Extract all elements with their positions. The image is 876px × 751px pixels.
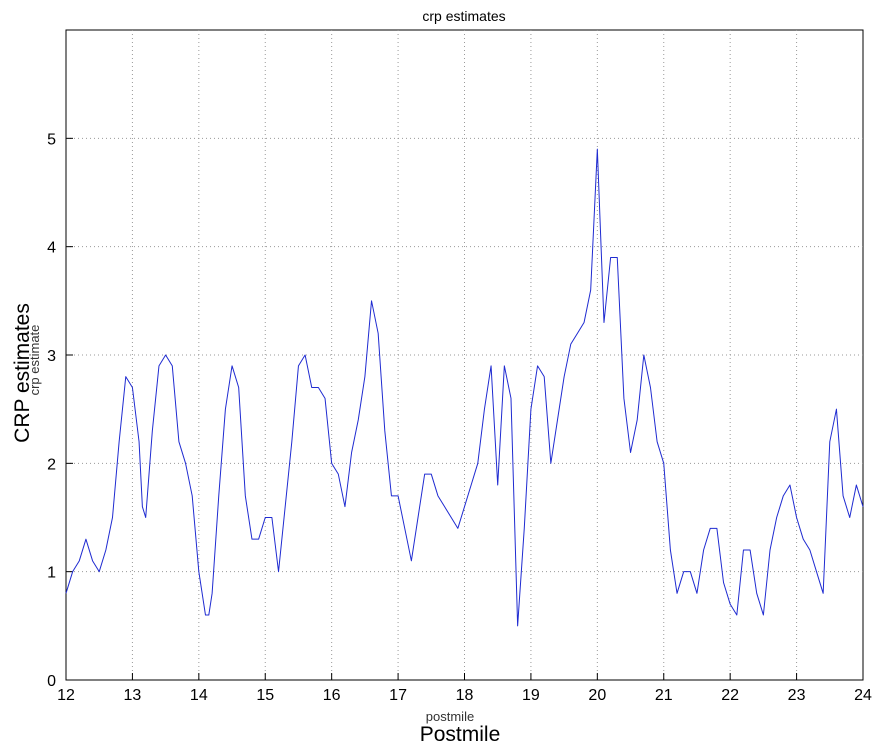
y-axis-overlay-label: CRP estimates [11, 303, 34, 443]
y-tick-label: 5 [47, 131, 56, 148]
x-tick-label: 12 [57, 687, 75, 704]
y-axis-label: crp estimate [27, 325, 42, 396]
x-axis-overlay-label: Postmile [420, 723, 501, 746]
y-tick-label: 1 [47, 565, 56, 582]
x-tick-label: 17 [389, 687, 407, 704]
y-tick-label: 4 [47, 240, 56, 257]
x-tick-label: 14 [190, 687, 208, 704]
x-tick-label: 20 [588, 687, 606, 704]
y-tick-label: 0 [47, 673, 56, 690]
x-tick-label: 13 [124, 687, 142, 704]
x-tick-label: 19 [522, 687, 540, 704]
x-tick-label: 21 [655, 687, 673, 704]
y-tick-label: 2 [47, 456, 56, 473]
y-tick-label: 3 [47, 348, 56, 365]
series-group [65, 148, 864, 627]
x-tick-label: 24 [854, 687, 872, 704]
x-tick-label: 22 [721, 687, 739, 704]
y-axis-ticks: 0 1 2 3 4 5 [47, 131, 73, 690]
x-tick-label: 16 [323, 687, 341, 704]
x-tick-label: 15 [256, 687, 274, 704]
chart-title: crp estimates [422, 8, 505, 24]
series-line [65, 148, 864, 627]
grid-lines [66, 30, 863, 680]
x-axis-label: postmile [426, 709, 474, 724]
x-tick-label: 18 [456, 687, 474, 704]
x-tick-label: 23 [788, 687, 806, 704]
x-axis-ticks: 12 13 14 15 16 17 18 19 20 21 22 23 24 [57, 673, 872, 704]
